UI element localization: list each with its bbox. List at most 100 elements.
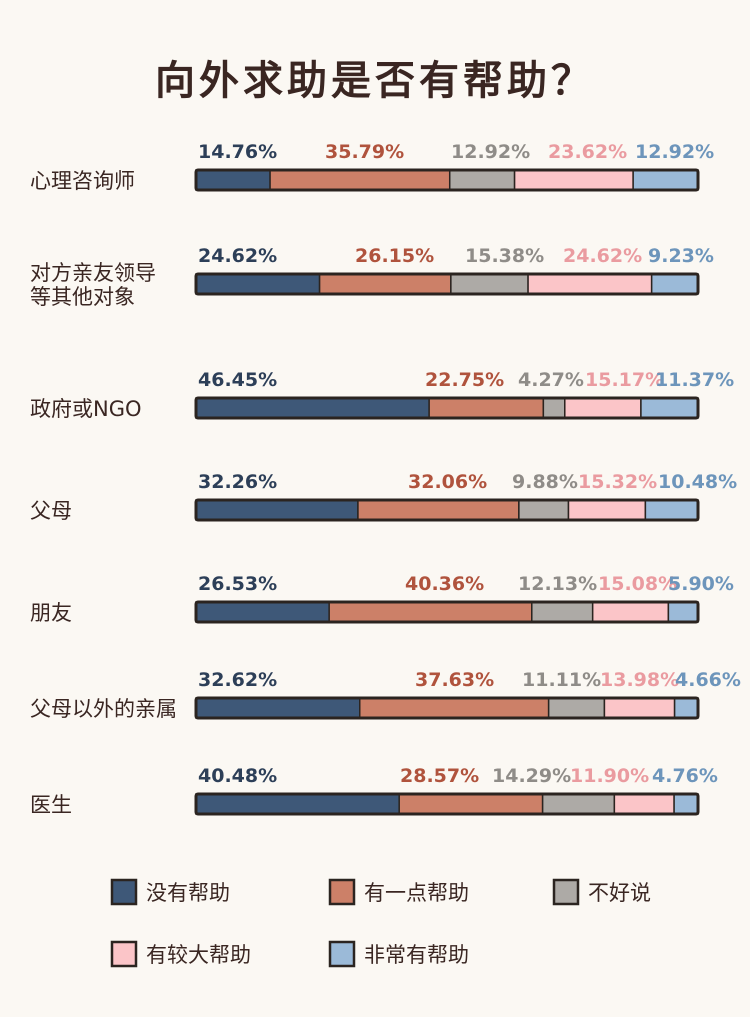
bar-segment-5 [650, 273, 699, 295]
category-label: 朋友 [30, 601, 72, 625]
bar-segment-4 [591, 601, 670, 623]
value-label: 13.98% [600, 669, 679, 691]
legend-swatch [328, 878, 356, 906]
bar-segment-2 [328, 601, 533, 623]
bar-segment-2 [318, 273, 452, 295]
bar-segment-4 [603, 697, 676, 719]
legend-label: 不好说 [588, 881, 651, 905]
value-label: 23.62% [548, 141, 627, 163]
bar-segment-5 [673, 793, 699, 815]
bar-segment-4 [567, 499, 647, 521]
bar-outline [194, 396, 700, 420]
bar-segment-3 [448, 169, 516, 191]
value-label: 37.63% [415, 669, 494, 691]
value-label: 12.92% [451, 141, 530, 163]
value-label: 24.62% [563, 245, 642, 267]
legend-swatch [328, 940, 356, 968]
bar-segment-3 [531, 601, 594, 623]
bar-segment-3 [541, 793, 616, 815]
bar-segment-1 [195, 169, 271, 191]
value-label: 11.90% [570, 765, 649, 787]
legend-label: 有一点帮助 [364, 881, 469, 905]
value-label: 32.62% [198, 669, 277, 691]
bar-segment-2 [357, 499, 520, 521]
value-label: 12.92% [635, 141, 714, 163]
value-label: 14.29% [492, 765, 571, 787]
value-label: 9.23% [648, 245, 714, 267]
value-label: 40.36% [405, 573, 484, 595]
value-label: 11.37% [655, 369, 734, 391]
value-label: 26.53% [198, 573, 277, 595]
bar-segment-3 [547, 697, 606, 719]
value-label: 12.13% [518, 573, 597, 595]
bar-segment-4 [513, 169, 634, 191]
bar-outline [194, 272, 700, 296]
legend-label: 非常有帮助 [364, 943, 469, 967]
legend-item: 没有帮助 [110, 878, 230, 906]
bar-outline [194, 168, 700, 192]
bar-outline [194, 600, 700, 624]
value-label: 15.17% [585, 369, 664, 391]
value-label: 4.76% [652, 765, 718, 787]
category-row: 政府或NGO 46.45% 22.75% 4.27% 15.17%11.37% [30, 369, 734, 421]
bar-segment-4 [613, 793, 675, 815]
legend-item: 有一点帮助 [328, 878, 469, 906]
category-row: 医生 40.48% 28.57% 14.29%11.90% 4.76% [30, 765, 718, 817]
bar-segment-1 [195, 697, 361, 719]
value-label: 28.57% [400, 765, 479, 787]
bar-segment-5 [644, 499, 699, 521]
value-label: 35.79% [325, 141, 404, 163]
bar-segment-2 [269, 169, 451, 191]
bar-segment-1 [195, 397, 430, 419]
bar-segment-4 [564, 397, 642, 419]
category-label: 等其他对象 [30, 285, 135, 309]
category-label: 医生 [30, 793, 72, 817]
bar-outline [194, 792, 700, 816]
legend-label: 没有帮助 [146, 881, 230, 905]
value-label: 4.27% [518, 369, 584, 391]
value-label: 15.08% [598, 573, 677, 595]
legend-item: 有较大帮助 [110, 940, 251, 968]
legend-swatch [110, 940, 138, 968]
value-label: 11.11% [522, 669, 601, 691]
bar-segment-4 [527, 273, 653, 295]
bar-segment-5 [667, 601, 699, 623]
value-label: 9.88% [512, 471, 578, 493]
category-label: 政府或NGO [30, 397, 142, 421]
legend-item: 非常有帮助 [328, 940, 469, 968]
bar-segment-3 [518, 499, 570, 521]
category-label: 心理咨询师 [30, 169, 135, 193]
bar-outline [194, 696, 700, 720]
value-label: 4.66% [675, 669, 741, 691]
value-label: 26.15% [355, 245, 434, 267]
bar-segment-1 [195, 499, 359, 521]
value-label: 5.90% [668, 573, 734, 595]
category-label: 对方亲友领导 [30, 261, 156, 285]
bar-segment-5 [632, 169, 699, 191]
value-label: 40.48% [198, 765, 277, 787]
category-label: 父母以外的亲属 [30, 697, 177, 721]
value-label: 10.48% [658, 471, 737, 493]
value-label: 14.76% [198, 141, 277, 163]
bar-segment-2 [359, 697, 550, 719]
bars-layer: 心理咨询师 14.76% 35.79% 12.92% 23.62% 12.92% 对方亲友领… [30, 141, 741, 817]
bar-segment-5 [673, 697, 699, 719]
category-row: 朋友 26.53% 40.36% 12.13% 15.08%5.90% [30, 573, 734, 625]
category-row: 心理咨询师 14.76% 35.79% 12.92% 23.62% 12.92% [30, 141, 714, 193]
bar-segment-1 [195, 793, 400, 815]
value-label: 22.75% [425, 369, 504, 391]
bar-segment-3 [542, 397, 566, 419]
bar-segment-3 [450, 273, 529, 295]
bar-segment-1 [195, 601, 330, 623]
value-label: 32.26% [198, 471, 277, 493]
category-label: 父母 [30, 499, 72, 523]
value-label: 24.62% [198, 245, 277, 267]
bar-segment-2 [428, 397, 545, 419]
value-label: 15.32% [578, 471, 657, 493]
value-label: 15.38% [465, 245, 544, 267]
bar-segment-5 [640, 397, 699, 419]
legend-swatch [552, 878, 580, 906]
bar-outline [194, 498, 700, 522]
